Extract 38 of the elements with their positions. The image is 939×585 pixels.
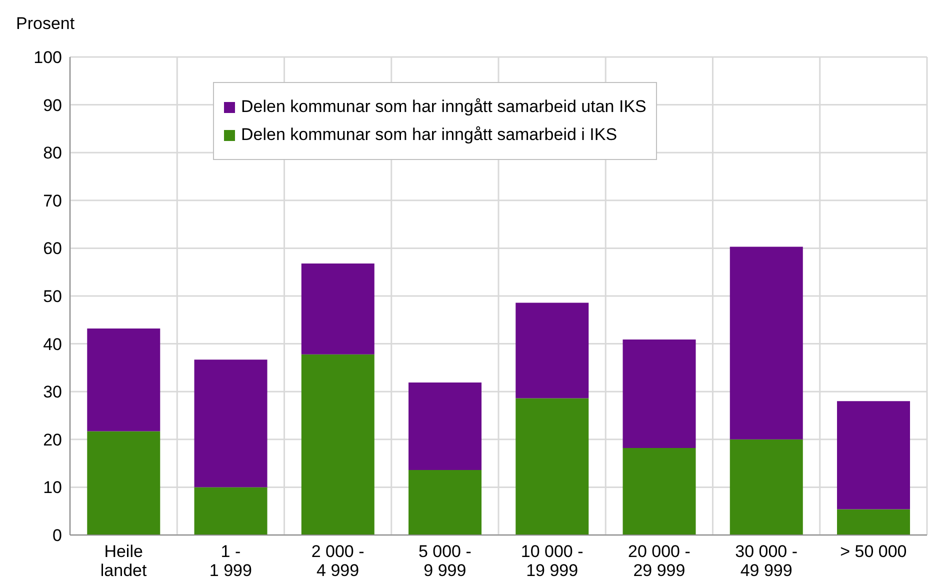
bar [622,448,696,535]
x-tick-label: 10 000 - 19 999 [520,542,584,580]
y-tick-label: 30 [43,382,62,402]
legend-label: Delen kommunar som har inngått samarbeid i IKS [241,125,618,145]
y-tick-label: 70 [43,191,62,210]
x-tick-label: 20 000 - 29 999 [628,542,690,580]
bar [730,246,803,440]
x-tick-label: 1 - 1 999 [209,542,252,580]
legend-label: Delen kommunar som har inngått samarbeid utan IKS [241,97,646,117]
bar [194,487,268,535]
bar [516,398,589,535]
bar [622,340,696,448]
y-tick-label: 0 [52,526,62,546]
x-tick-label: Heile landet [100,542,147,580]
bar [301,354,374,535]
bar [87,431,160,535]
x-tick-label: > 50 000 [840,542,907,561]
y-tick-label: 90 [43,96,62,115]
bar [87,328,160,432]
x-tick-label: 5 000 - 9 999 [418,542,472,580]
y-tick-label: 60 [43,239,62,258]
x-tick-label: 30 000 - 49 999 [735,542,798,580]
bar [730,439,803,535]
x-tick-label: 2 000 - 4 999 [311,542,364,580]
y-axis-title: Prosent [16,14,75,33]
bar [194,360,268,488]
y-tick-label: 50 [43,287,62,306]
bar [837,509,910,535]
bar [516,302,589,398]
y-tick-label: 100 [34,48,62,68]
y-tick-label: 10 [43,478,62,498]
y-tick-label: 80 [43,144,62,163]
y-tick-label: 40 [43,334,62,354]
bar [408,382,482,470]
y-tick-label: 20 [43,430,62,450]
bar [301,263,374,354]
bar [837,401,910,510]
bar [408,470,482,535]
